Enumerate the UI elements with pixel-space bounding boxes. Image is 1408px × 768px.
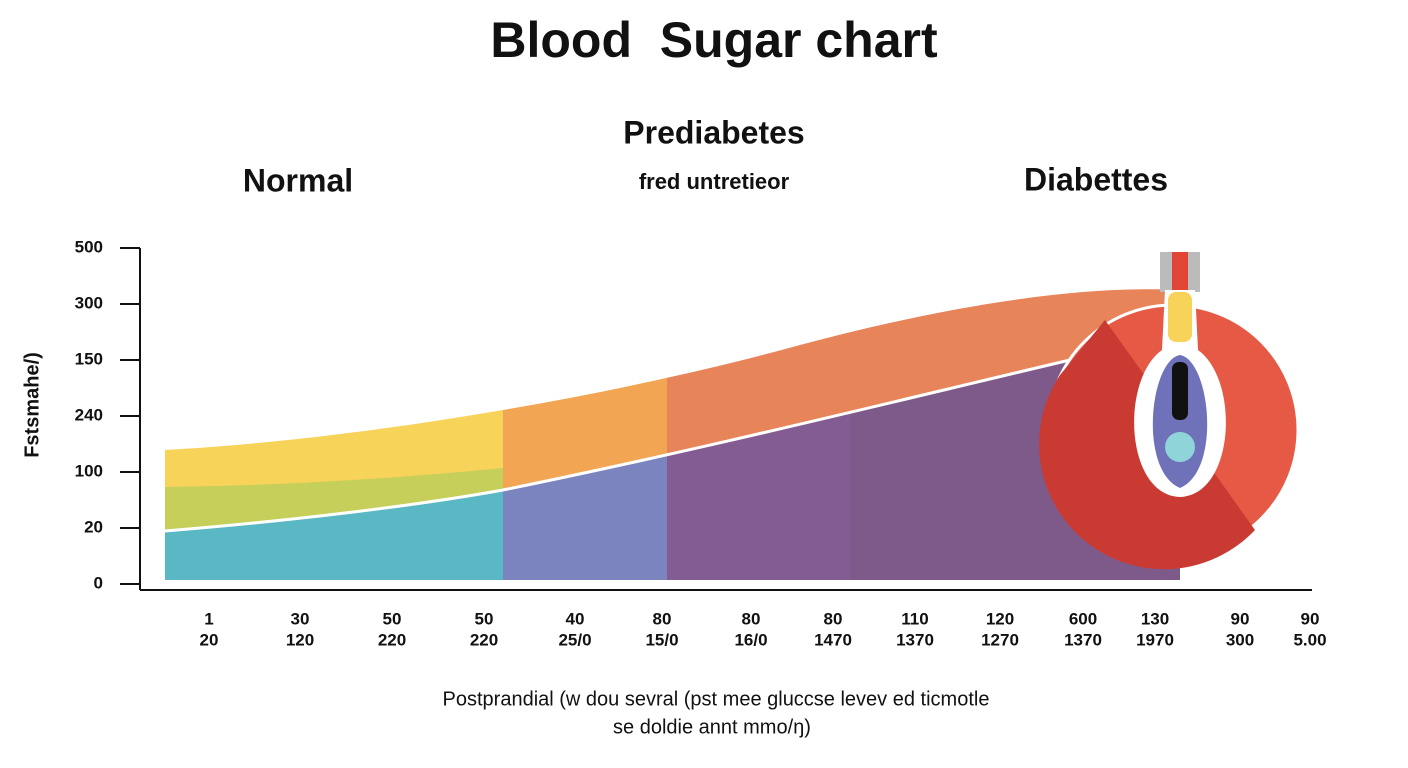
bands	[164, 289, 1180, 580]
x-tick-label: 220	[470, 630, 498, 649]
y-tick-label: 300	[75, 293, 103, 312]
x-tick-label: 15/0	[645, 630, 678, 649]
x-tick-label: 130	[1141, 609, 1169, 628]
y-tick-label: 500	[75, 237, 103, 256]
curve	[164, 358, 1071, 533]
zone-note: fred untretieor	[639, 169, 790, 194]
x-tick-label: 110	[901, 609, 928, 628]
x-tick-label: 90	[1301, 609, 1320, 628]
x-tick-label: 40	[566, 609, 585, 628]
y-tick-label: 150	[75, 349, 103, 368]
x-tick-label: 600	[1069, 609, 1097, 628]
x-tick-label: 5.00	[1293, 630, 1326, 649]
x-tick-label: 30	[291, 609, 310, 628]
x-tick-label: 1	[204, 609, 213, 628]
x-tick-label: 50	[383, 609, 402, 628]
x-tick-label: 80	[653, 609, 672, 628]
x-tick-label: 16/0	[734, 630, 767, 649]
zone-label: Normal	[243, 162, 353, 198]
x-tick-label: 220	[378, 630, 406, 649]
x-tick-label: 25/0	[558, 630, 591, 649]
x-tick-label: 80	[824, 609, 843, 628]
axes: 5003001502401002001203012050220502204025…	[75, 237, 1327, 649]
x-tick-label: 20	[200, 630, 219, 649]
y-tick-label: 0	[94, 573, 103, 592]
x-tick-label: 120	[986, 609, 1014, 628]
x-tick-label: 1370	[1064, 630, 1102, 649]
y-tick-label: 20	[84, 517, 103, 536]
x-tick-label: 50	[475, 609, 494, 628]
y-axis-label: Fstsmahe/)	[21, 352, 43, 458]
caption: se doldie annt mmo/ŋ)	[613, 716, 811, 738]
title: Blood Sugar chart	[490, 12, 938, 68]
caption: Postprandial (w dou sevral (pst mee gluc…	[443, 688, 990, 710]
x-tick-label: 1470	[814, 630, 852, 649]
zone-label: Prediabetes	[623, 114, 804, 150]
y-tick-label: 240	[75, 405, 103, 424]
x-tick-label: 80	[742, 609, 761, 628]
x-tick-label: 1270	[981, 630, 1019, 649]
x-tick-label: 120	[286, 630, 314, 649]
meter-icon	[1039, 252, 1300, 570]
x-tick-label: 300	[1226, 630, 1254, 649]
y-tick-label: 100	[75, 461, 103, 480]
x-tick-label: 1970	[1136, 630, 1174, 649]
x-tick-label: 1370	[896, 630, 934, 649]
zone-label: Diabettes	[1024, 161, 1168, 197]
x-tick-label: 90	[1231, 609, 1250, 628]
